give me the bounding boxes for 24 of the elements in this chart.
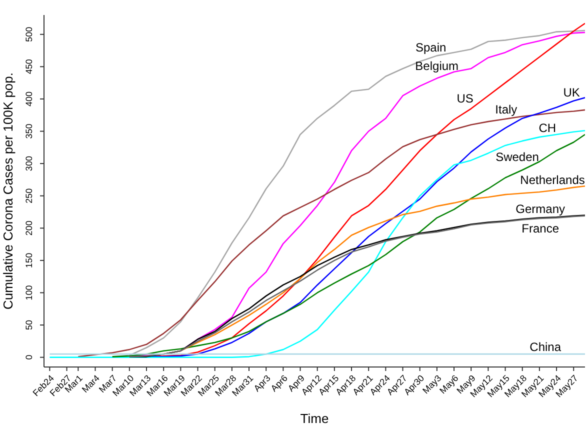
y-axis-title: Cumulative Corona Cases per 100K pop. xyxy=(0,72,16,310)
x-axis-title: Time xyxy=(300,411,329,426)
series-label: Netherlands xyxy=(520,173,585,188)
y-tick-label: 0 xyxy=(24,354,34,360)
y-tick-label: 300 xyxy=(24,156,34,172)
series-label: China xyxy=(530,340,562,354)
series-label: Germany xyxy=(516,202,566,216)
y-tick-label: 250 xyxy=(24,188,34,204)
series-label: France xyxy=(522,222,560,236)
series-label: Belgium xyxy=(415,59,459,74)
y-tick-label: 350 xyxy=(24,124,34,139)
y-tick-label: 450 xyxy=(24,59,34,74)
series-label: Spain xyxy=(416,40,446,55)
y-tick-label: 50 xyxy=(24,320,34,330)
series-label: CH xyxy=(538,121,556,136)
y-tick-label: 100 xyxy=(24,285,34,300)
y-tick-label: 400 xyxy=(24,91,34,106)
series-label: UK xyxy=(563,85,580,100)
y-tick-label: 150 xyxy=(24,252,34,268)
series-label: US xyxy=(456,92,474,106)
series-label: Italy xyxy=(495,102,518,117)
y-tick-label: 200 xyxy=(24,220,34,236)
y-tick-label: 500 xyxy=(24,26,34,42)
series-label: Sweden xyxy=(496,150,539,164)
